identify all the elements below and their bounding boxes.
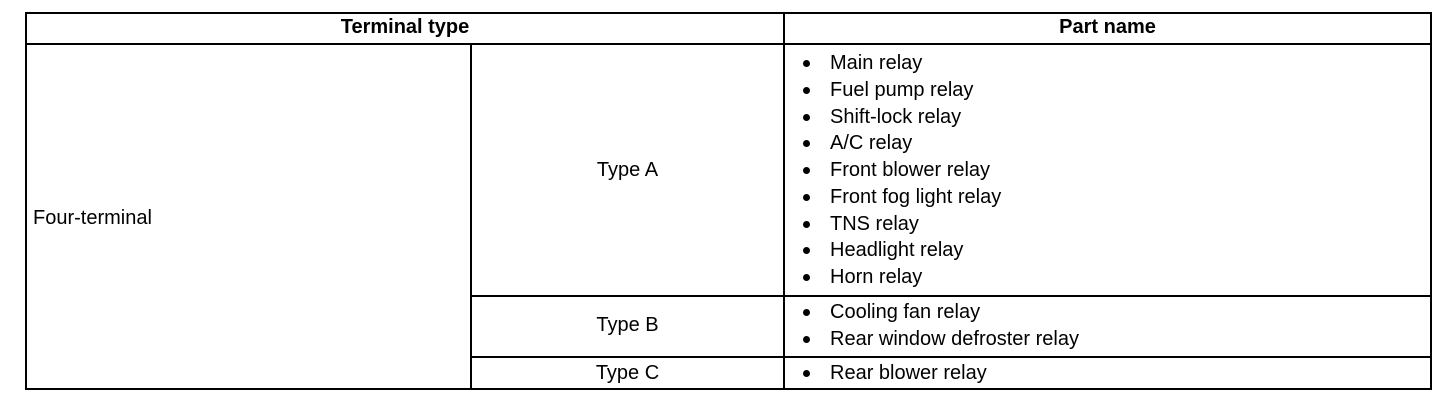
list-item: Headlight relay bbox=[800, 237, 1001, 264]
bullet-icon bbox=[803, 247, 810, 255]
bullet-icon bbox=[803, 335, 810, 343]
list-item: Main relay bbox=[800, 50, 1001, 77]
type-c-cell: Type C bbox=[595, 362, 660, 384]
list-item: Rear window defroster relay bbox=[800, 326, 1079, 353]
part-name: Shift-lock relay bbox=[830, 105, 962, 128]
bullet-icon bbox=[803, 113, 810, 121]
part-name: Front fog light relay bbox=[830, 185, 1002, 208]
part-name: Front blower relay bbox=[830, 159, 991, 181]
border-left bbox=[25, 12, 27, 390]
list-item: Fuel pump relay bbox=[800, 77, 1001, 104]
part-name: TNS relay bbox=[830, 212, 919, 235]
border-right bbox=[1430, 12, 1432, 390]
list-item: Front blower relay bbox=[800, 157, 1001, 184]
bullet-icon bbox=[803, 140, 810, 148]
type-a-parts-list: Main relay Fuel pump relay Shift-lock re… bbox=[800, 50, 1001, 291]
bullet-icon bbox=[803, 370, 810, 377]
type-b-parts-list: Cooling fan relay Rear window defroster … bbox=[800, 299, 1079, 353]
list-item: A/C relay bbox=[800, 130, 1001, 157]
column-divider bbox=[783, 12, 785, 390]
bullet-icon bbox=[803, 167, 810, 174]
bullet-icon bbox=[803, 274, 810, 281]
type-c-parts-list: Rear blower relay bbox=[800, 360, 987, 387]
list-item: Rear blower relay bbox=[800, 360, 987, 387]
list-item: Cooling fan relay bbox=[800, 299, 1079, 326]
part-name: Horn relay bbox=[830, 266, 923, 288]
list-item: Shift-lock relay bbox=[800, 104, 1001, 131]
column-divider bbox=[470, 43, 472, 390]
part-name: Rear blower relay bbox=[830, 362, 987, 384]
terminal-cell: Four-terminal bbox=[33, 207, 152, 229]
row-divider bbox=[470, 295, 1432, 297]
bullet-icon bbox=[803, 86, 810, 94]
part-name: Rear window defroster relay bbox=[830, 327, 1079, 350]
part-name: Main relay bbox=[830, 52, 923, 74]
part-name: A/C relay bbox=[830, 132, 913, 155]
part-name: Cooling fan relay bbox=[830, 301, 981, 323]
row-divider bbox=[470, 356, 1432, 358]
bullet-icon bbox=[803, 220, 810, 228]
bullet-icon bbox=[803, 60, 810, 67]
list-item: Horn relay bbox=[800, 264, 1001, 291]
bullet-icon bbox=[803, 193, 810, 201]
header-part-name: Part name bbox=[1059, 16, 1156, 38]
part-name: Headlight relay bbox=[830, 239, 964, 262]
type-b-cell: Type B bbox=[596, 314, 659, 336]
bullet-icon bbox=[803, 309, 810, 316]
border-top bbox=[25, 12, 1432, 14]
header-terminal-type: Terminal type bbox=[340, 16, 470, 38]
list-item: Front fog light relay bbox=[800, 184, 1001, 211]
type-a-cell: Type A bbox=[596, 159, 659, 181]
part-name: Fuel pump relay bbox=[830, 78, 974, 101]
border-bottom bbox=[25, 388, 1432, 390]
list-item: TNS relay bbox=[800, 211, 1001, 238]
header-divider bbox=[25, 43, 1432, 45]
